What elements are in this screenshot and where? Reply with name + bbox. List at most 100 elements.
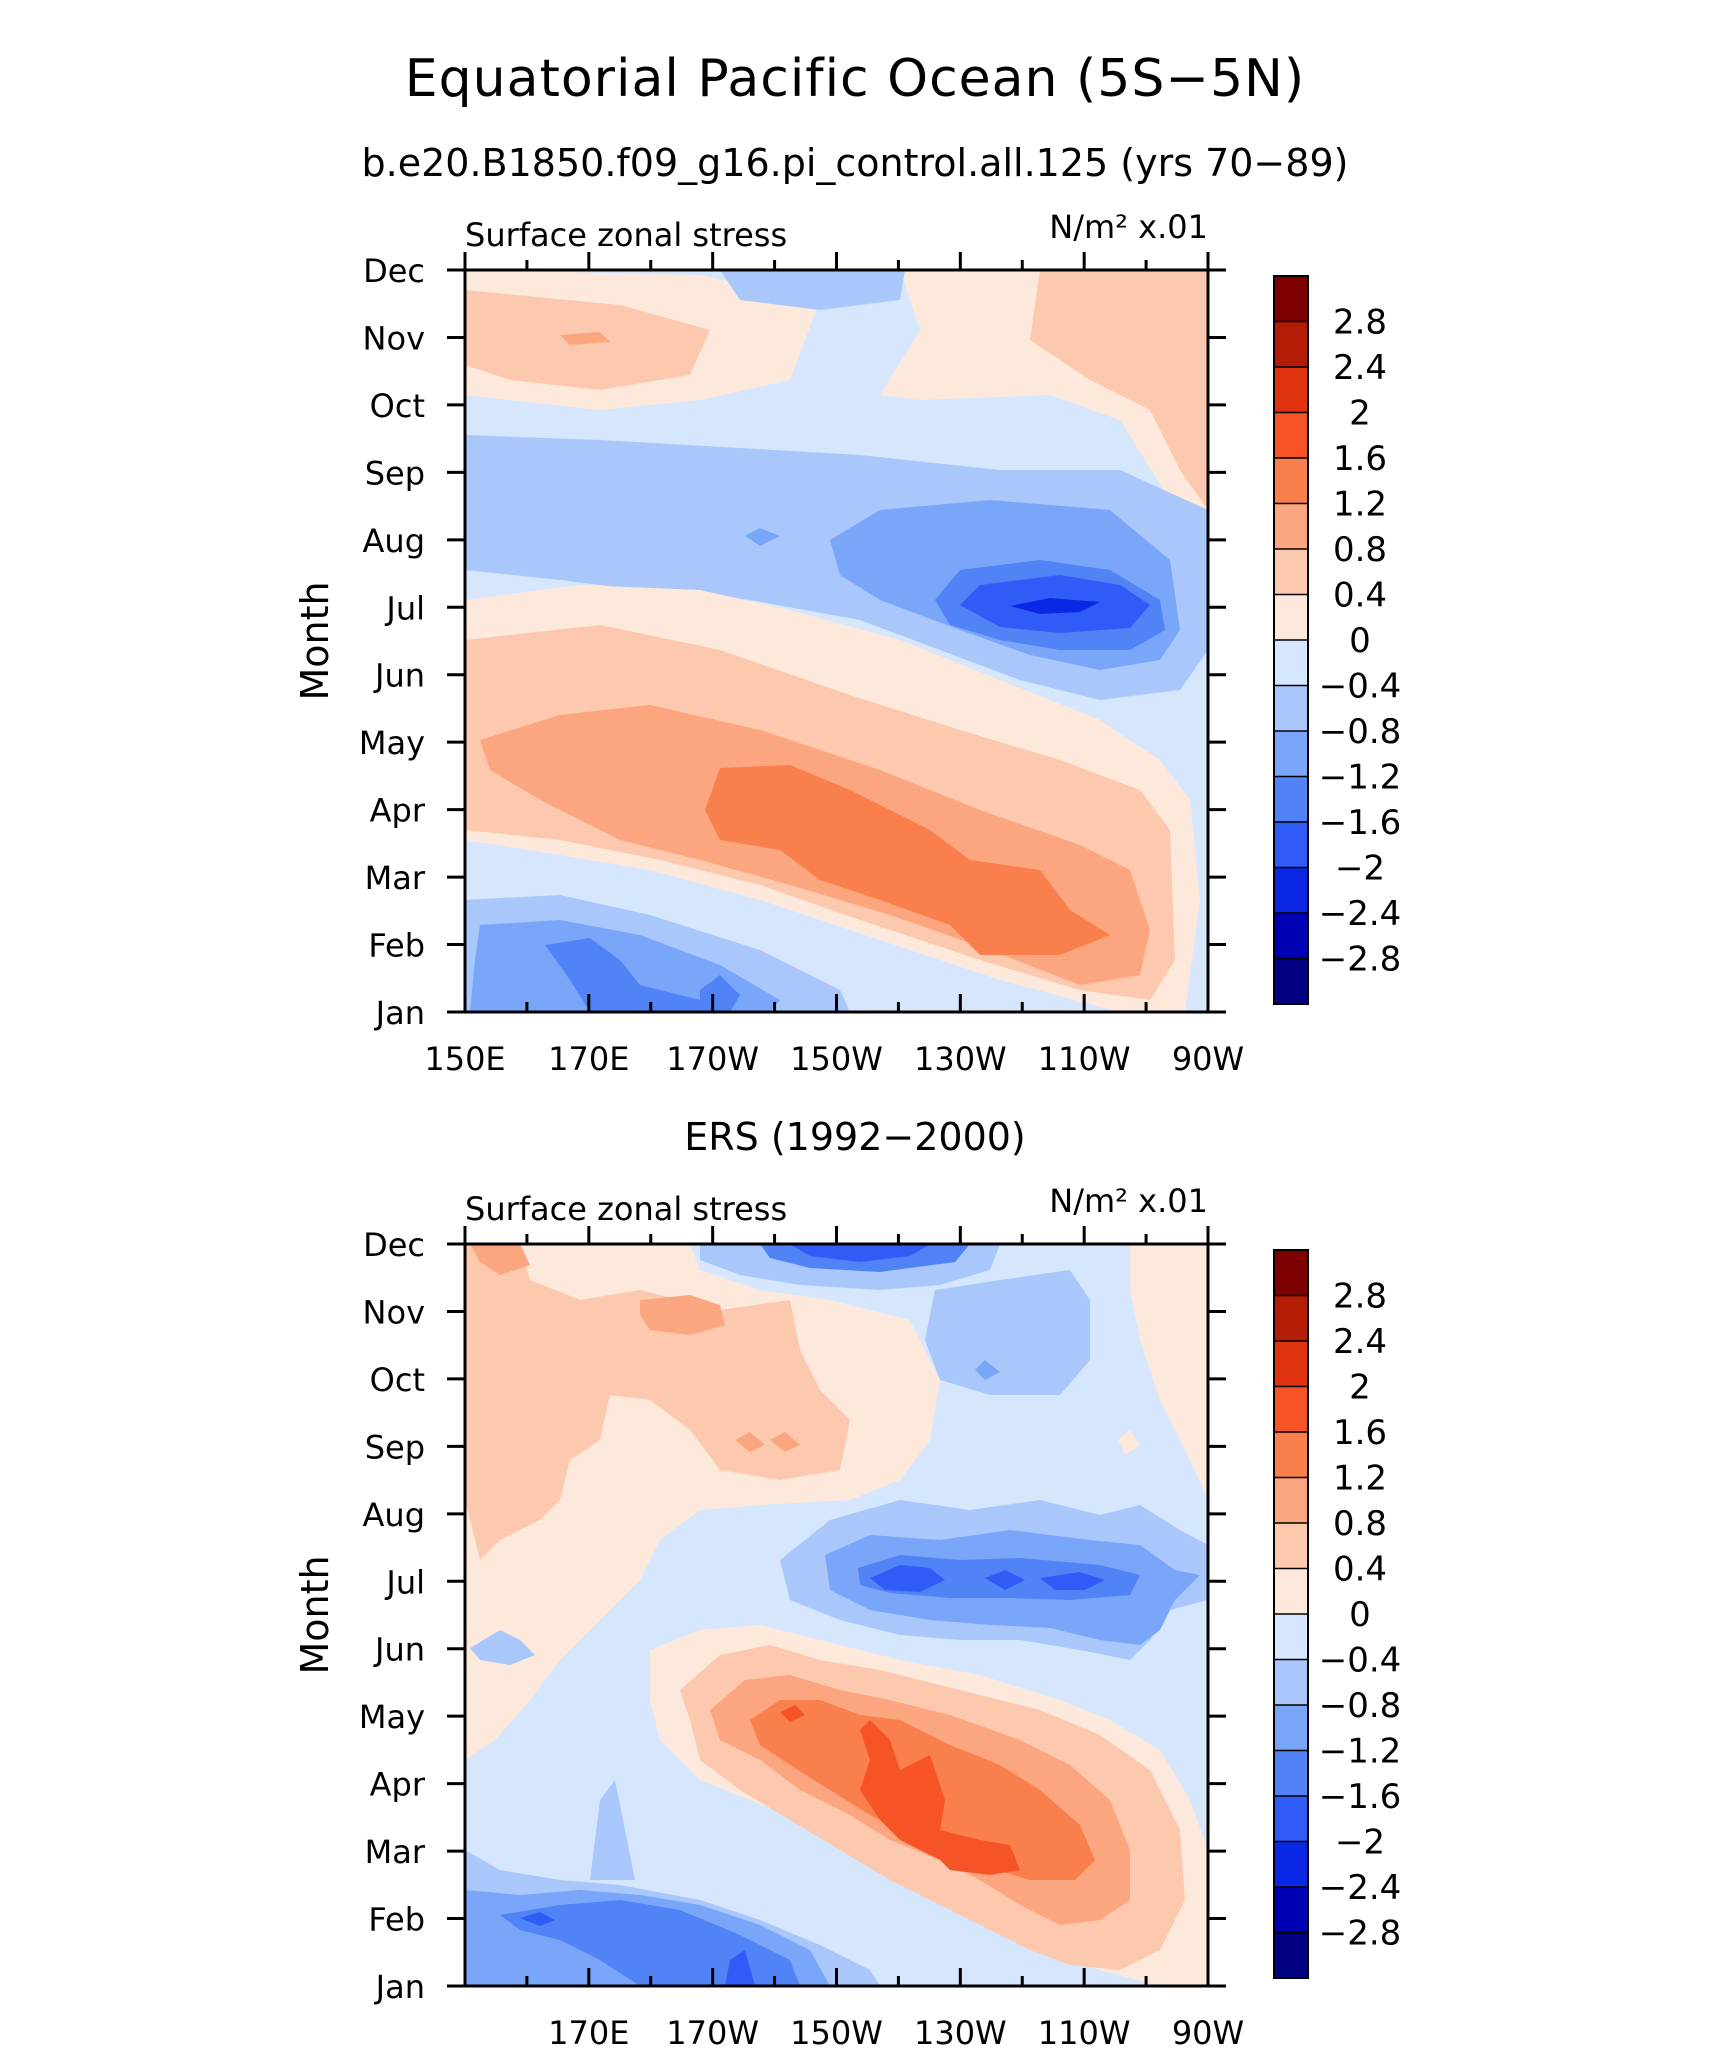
y-tick-label: Feb (368, 927, 425, 965)
colorbar-swatch (1274, 594, 1308, 640)
colorbar-swatch (1274, 503, 1308, 549)
panel-2-title: ERS (1992−2000) (684, 1115, 1026, 1159)
y-tick-label: Nov (363, 319, 425, 357)
colorbar-label: −0.4 (1319, 1641, 1402, 1681)
x-tick-label: 130W (914, 1040, 1007, 1078)
y-tick-label: Jan (374, 994, 425, 1032)
panel-2-contour-jul-negative-20c (1040, 1572, 1105, 1590)
y-axis-label: Month (293, 1555, 337, 1674)
panel-2: Surface zonal stress N/m² x.01 (293, 1182, 1244, 2052)
colorbar-label: −0.8 (1319, 712, 1402, 752)
panel-1-contour-negative-spot (745, 528, 780, 546)
colorbar-swatch (1274, 412, 1308, 458)
colorbar-label: −1.6 (1319, 1777, 1402, 1817)
colorbar-swatch (1274, 1659, 1308, 1705)
colorbar-swatch (1274, 1295, 1308, 1341)
y-tick-label: Oct (370, 1361, 425, 1399)
colorbar-label: −1.6 (1319, 803, 1402, 843)
x-tick-label: 170W (666, 1040, 759, 1078)
panel-2-contour-jun-negative-spot (470, 1630, 535, 1665)
panel-1-contour-west-positive-08 (560, 332, 610, 345)
colorbar-label: −1.2 (1319, 1732, 1402, 1772)
x-tick-label: 150W (790, 2014, 883, 2052)
panel-2-contour-winter-negative-16 (500, 1900, 800, 1986)
colorbar-swatch (1274, 731, 1308, 777)
colorbar-swatch (1274, 1750, 1308, 1796)
y-tick-label: Oct (370, 387, 425, 425)
colorbar-label: 0 (1349, 1595, 1371, 1635)
colorbar-swatch (1274, 1887, 1308, 1933)
x-tick-label: 170W (666, 2014, 759, 2052)
y-tick-label: Apr (370, 792, 426, 830)
panel-2-contour-west-positive-08b (640, 1295, 725, 1335)
panel-2-right-label: N/m² x.01 (1049, 1182, 1208, 1220)
panel-2-contour-winter-negative-08-spike (590, 1780, 635, 1880)
y-tick-label: Dec (363, 252, 425, 290)
panel-1-contour-winter-negative-16 (545, 938, 710, 1012)
x-tick-label: 90W (1172, 2014, 1244, 2052)
colorbar-swatch (1274, 321, 1308, 367)
panel-1-contour-east-positive-04 (1030, 270, 1208, 510)
y-tick-label: May (359, 1698, 425, 1736)
panel-2-left-label: Surface zonal stress (465, 1190, 787, 1228)
y-tick-label: Nov (363, 1293, 425, 1331)
panel-2-contour-west-positive-04 (465, 1244, 850, 1560)
colorbar-swatch (1274, 1796, 1308, 1842)
colorbar-label: 2.8 (1333, 303, 1387, 343)
y-tick-label: Apr (370, 1766, 426, 1804)
colorbar-swatch (1274, 1523, 1308, 1569)
panel-1: Surface zonal stress N/m² x.01 (293, 208, 1244, 1078)
panel-1-contour-winter-negative-spot (700, 975, 740, 1012)
x-tick-label: 170E (548, 2014, 629, 2052)
colorbar-swatch (1274, 958, 1308, 1004)
colorbar-swatch (1274, 1341, 1308, 1387)
colorbar-swatch (1274, 1250, 1308, 1296)
y-tick-label: Mar (365, 1833, 426, 1871)
panel-1-contour-spring-positive-12 (705, 765, 1110, 955)
colorbar-label: 2.4 (1333, 348, 1387, 388)
colorbar-label: −0.8 (1319, 1686, 1402, 1726)
y-tick-label: Mar (365, 859, 426, 897)
y-tick-label: Jan (374, 1968, 425, 2006)
colorbar-label: 1.2 (1333, 1459, 1387, 1499)
colorbar-label: 2.8 (1333, 1277, 1387, 1317)
colorbar-label: −2.4 (1319, 894, 1402, 934)
x-tick-label: 150E (424, 1040, 505, 1078)
colorbar-swatch (1274, 685, 1308, 731)
panel-2-contour-east-positive (1130, 1244, 1208, 1500)
panel-2-contour-jul-negative-20a (870, 1565, 945, 1592)
colorbar-swatch (1274, 776, 1308, 822)
colorbar-label: −2.8 (1319, 1914, 1402, 1954)
colorbar-label: 2 (1349, 394, 1371, 434)
y-axis-label: Month (293, 581, 337, 700)
colorbar-label: 0.8 (1333, 530, 1387, 570)
colorbar-label: −2.8 (1319, 940, 1402, 980)
colorbar-swatch (1274, 276, 1308, 322)
colorbar-label: 0.8 (1333, 1504, 1387, 1544)
panel-1-left-label: Surface zonal stress (465, 216, 787, 254)
colorbar-label: 2 (1349, 1368, 1371, 1408)
colorbar-label: 1.2 (1333, 485, 1387, 525)
colorbar-label: −2 (1335, 1823, 1385, 1863)
colorbar-swatch (1274, 1705, 1308, 1751)
y-tick-label: Jul (384, 1563, 425, 1601)
colorbar-swatch (1274, 1841, 1308, 1887)
colorbar-label: 0 (1349, 621, 1371, 661)
y-tick-label: Sep (365, 1428, 425, 1466)
panel-2-contour-oct-negative-08 (925, 1270, 1090, 1395)
panel-2-contour-jul-negative-20b (985, 1570, 1025, 1590)
y-tick-label: Jun (373, 657, 425, 695)
y-tick-label: Aug (363, 522, 425, 560)
panel-2-contour-west-positive-08a (470, 1244, 530, 1275)
panel-1-right-label: N/m² x.01 (1049, 208, 1208, 246)
panel-1-contour-field (465, 270, 1208, 1012)
y-tick-label: Jul (384, 589, 425, 627)
colorbar-swatch (1274, 458, 1308, 504)
colorbar-label: 1.6 (1333, 1413, 1387, 1453)
colorbar-label: 1.6 (1333, 439, 1387, 479)
colorbar-swatch (1274, 367, 1308, 413)
panel-2-contour-oct-negative-12 (975, 1360, 1000, 1380)
colorbar-label: −2 (1335, 849, 1385, 889)
panel-2-contour-dec-negative-20 (790, 1244, 930, 1262)
